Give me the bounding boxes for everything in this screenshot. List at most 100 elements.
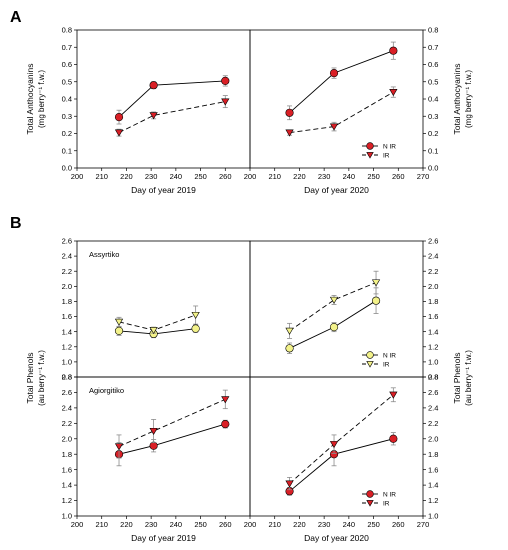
- y-tick-label: 0.3: [62, 112, 72, 121]
- y-axis-label-phenols-left: Total Phenols (au berry⁻¹ f.w.): [25, 350, 46, 406]
- y-tick-label: 1.6: [428, 312, 438, 321]
- y-tick-label: 1.0: [428, 512, 438, 521]
- x-tick-label: 260: [219, 520, 232, 529]
- data-point-nir: [149, 441, 158, 450]
- data-point-ir: [221, 98, 230, 106]
- y-tick-label: 1.2: [428, 342, 438, 351]
- data-point-nir: [329, 69, 339, 78]
- y-axis-label-phenols-right-title: Total Phenols: [452, 352, 462, 403]
- data-point-ir: [285, 480, 294, 488]
- y-tick-label: 2.0: [428, 282, 438, 291]
- x-tick-label: 250: [194, 520, 207, 529]
- y-tick-label: 0.1: [428, 146, 438, 155]
- x-tick-label: 220: [120, 172, 133, 181]
- data-point-nir: [389, 434, 398, 443]
- y-tick-label: 1.8: [428, 450, 438, 459]
- y-axis-label-anthocyanins-right: Total Anthocyanins (mg berry⁻¹ f.w.): [452, 64, 473, 135]
- data-point-nir: [114, 113, 124, 122]
- data-point-ir: [149, 112, 158, 120]
- series-line-ir: [118, 101, 226, 134]
- x-tick-label: 220: [120, 520, 133, 529]
- y-tick-label: 2.4: [428, 403, 438, 412]
- series-line-ir: [289, 282, 377, 332]
- legend-marker-nir: [366, 490, 374, 498]
- x-tick-label: 200: [71, 520, 84, 529]
- axes-frames: [76, 29, 424, 517]
- x-tick-label: 220: [293, 172, 306, 181]
- x-tick-label: 230: [318, 172, 331, 181]
- series-line-ir: [289, 91, 394, 134]
- y-tick-label: 2.6: [428, 388, 438, 397]
- data-point-ir: [191, 311, 200, 320]
- x-tick-label: 230: [318, 520, 331, 529]
- data-point-ir: [389, 89, 398, 97]
- y-tick-label: 0.0: [428, 164, 438, 173]
- y-tick-label: 1.4: [428, 481, 438, 490]
- data-point-nir: [191, 324, 200, 333]
- y-tick-label: 2.2: [62, 267, 72, 276]
- y-tick-label: 0.5: [428, 77, 438, 86]
- data-point-ir: [114, 129, 124, 137]
- data-point-ir: [389, 391, 398, 399]
- y-tick-label: 1.8: [62, 450, 72, 459]
- y-tick-label: 2.4: [428, 252, 438, 261]
- legend-label-nir: N IR: [383, 491, 396, 498]
- x-tick-label: 200: [71, 172, 84, 181]
- panel-letter-b: B: [10, 215, 22, 232]
- axis-labels: Day of year 2019 Day of year 2020 N IR IR As…: [25, 64, 473, 543]
- y-tick-label: 1.0: [62, 357, 72, 366]
- series-line-ir: [289, 394, 394, 484]
- x-tick-label: 210: [268, 520, 281, 529]
- legend-marker-ir: [366, 500, 374, 507]
- x-axis-label: Day of year 2019: [131, 185, 196, 195]
- series-line-ir: [118, 314, 196, 331]
- y-tick-label: 1.8: [62, 297, 72, 306]
- y-axis-label-phenols-left-unit: (au berry⁻¹ f.w.): [37, 350, 46, 406]
- x-tick-label: 220: [293, 520, 306, 529]
- y-axis-label-phenols-right-unit: (au berry⁻¹ f.w.): [464, 350, 473, 406]
- x-tick-label: 270: [417, 520, 430, 529]
- plot-frame-B-Agiorgitiko-2020: [249, 376, 424, 517]
- x-tick-label: 240: [343, 520, 356, 529]
- data-point-ir: [329, 123, 339, 131]
- series-line-nir: [289, 438, 394, 492]
- y-tick-label: 1.2: [62, 342, 72, 351]
- y-tick-label: 2.2: [62, 419, 72, 428]
- plot-frame-B-Assyrtiko-2019: [76, 240, 251, 378]
- data-series: [114, 41, 398, 507]
- y-axis-label-phenols-right: Total Phenols (au berry⁻¹ f.w.): [452, 350, 473, 406]
- y-tick-label: 0.7: [62, 43, 72, 52]
- x-tick-label: 200: [244, 520, 257, 529]
- y-tick-label: 1.4: [62, 327, 72, 336]
- y-axis-label-phenols-left-title: Total Phenols: [25, 352, 35, 403]
- y-tick-label: 2.8: [428, 373, 438, 382]
- data-point-nir: [371, 296, 381, 305]
- y-axis-label-anthocyanins-left: Total Anthocyanins (mg berry⁻¹ f.w.): [25, 64, 46, 135]
- y-tick-label: 2.0: [62, 282, 72, 291]
- x-tick-label: 260: [392, 520, 405, 529]
- x-tick-label: 210: [95, 172, 108, 181]
- y-tick-label: 1.6: [62, 465, 72, 474]
- y-tick-label: 1.2: [428, 496, 438, 505]
- x-tick-label: 240: [170, 172, 183, 181]
- data-point-nir: [221, 76, 230, 85]
- legend-marker-ir: [366, 152, 374, 159]
- y-tick-label: 2.4: [62, 252, 72, 261]
- data-point-ir: [371, 279, 381, 287]
- x-tick-label: 230: [145, 520, 158, 529]
- y-tick-label: 2.6: [428, 237, 438, 246]
- y-tick-label: 0.0: [62, 164, 72, 173]
- y-tick-label: 2.4: [62, 403, 72, 412]
- data-point-nir: [114, 326, 124, 336]
- data-point-ir: [329, 296, 339, 304]
- cultivar-label: Agiorgitiko: [89, 386, 124, 395]
- x-tick-label: 210: [268, 172, 281, 181]
- y-tick-label: 1.4: [62, 481, 72, 490]
- y-tick-label: 0.4: [428, 95, 438, 104]
- y-tick-label: 0.2: [428, 129, 438, 138]
- y-axis-label-anthocyanins-right-unit: (mg berry⁻¹ f.w.): [464, 70, 473, 128]
- data-point-nir: [329, 323, 339, 332]
- data-point-nir: [285, 108, 294, 117]
- data-point-ir: [221, 396, 230, 404]
- x-tick-label: 250: [367, 172, 380, 181]
